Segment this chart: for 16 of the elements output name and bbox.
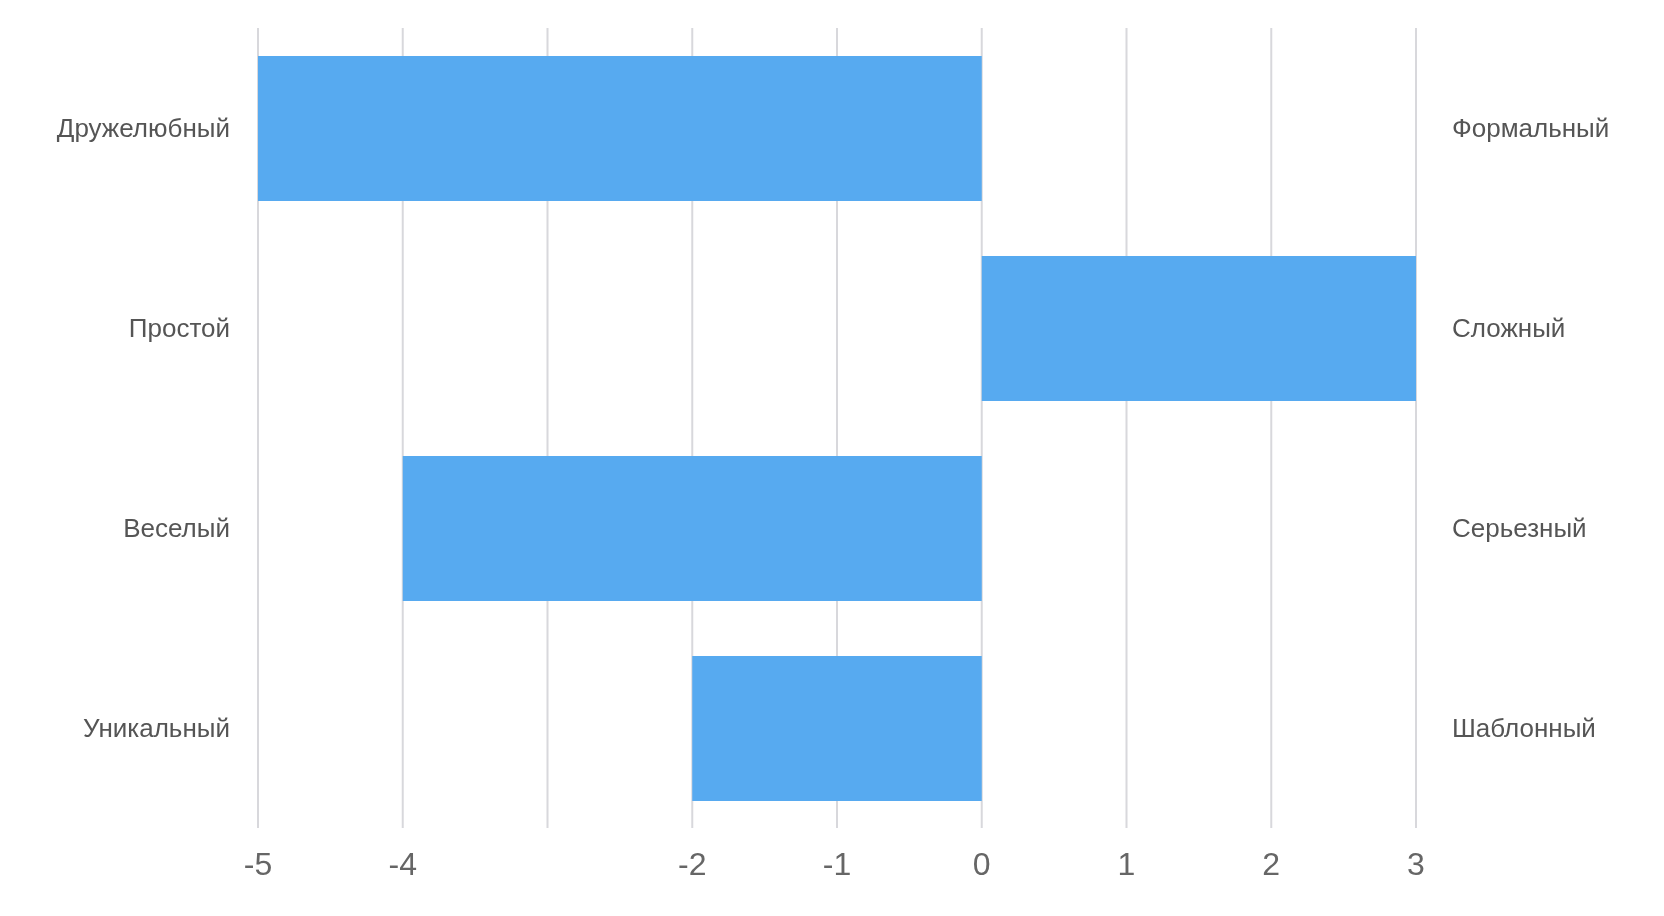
x-tick-label: 3 — [1407, 845, 1425, 882]
y2-tick-label: Серьезный — [1452, 513, 1587, 544]
y-tick-label: Веселый — [123, 513, 230, 544]
y-tick-label: Простой — [128, 313, 230, 344]
y-tick-label: Дружелюбный — [56, 113, 230, 144]
y-tick-label: Уникальный — [83, 713, 230, 744]
y2-tick-label: Сложный — [1452, 313, 1566, 344]
x-tick-label: -2 — [678, 845, 707, 882]
x-tick-label: -1 — [822, 845, 852, 882]
x-tick-label: -4 — [388, 845, 417, 882]
y2-tick-label: Шаблонный — [1452, 713, 1596, 744]
y2-tick-label: Формальный — [1452, 113, 1610, 144]
x-tick-label: 2 — [1262, 845, 1281, 882]
x-tick-label: 0 — [972, 845, 991, 882]
x-tick-label: 1 — [1117, 845, 1136, 882]
x-tick-label: -5 — [243, 845, 273, 882]
